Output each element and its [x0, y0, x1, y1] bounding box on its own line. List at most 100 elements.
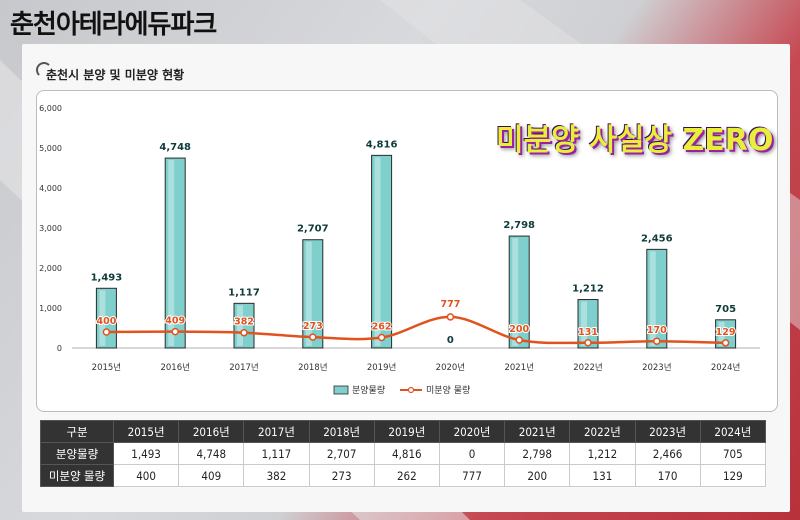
table-year-header: 2022년 — [569, 420, 636, 443]
table-cell: 0 — [438, 442, 506, 465]
page-title: 춘천아테라에듀파크 — [10, 10, 217, 40]
unsold-point — [102, 328, 111, 336]
refresh-icon — [36, 62, 52, 78]
bar-gloss — [305, 241, 312, 346]
x-tick-label: 2015년 — [92, 362, 121, 373]
table-cell: 705 — [699, 442, 767, 465]
bar-gloss — [99, 290, 106, 346]
table-year-header: 2019년 — [373, 420, 440, 443]
table-cell: 273 — [308, 464, 375, 487]
table-year-header: 2018년 — [308, 420, 375, 443]
line-value-label: 777 — [440, 299, 460, 310]
unsold-point — [377, 333, 386, 342]
y-tick-label: 2,000 — [39, 264, 62, 273]
x-tick-label: 2022년 — [573, 362, 602, 373]
table-cell: 4,816 — [373, 442, 440, 465]
table-year-header: 2016년 — [178, 420, 245, 443]
bar-value-label: 0 — [447, 335, 454, 346]
bar — [577, 299, 599, 349]
x-tick-label: 2018년 — [298, 362, 327, 373]
table-cell: 1,117 — [243, 442, 310, 465]
bar-value-label: 4,816 — [366, 139, 398, 150]
x-tick-label: 2024년 — [711, 362, 740, 373]
x-tick-label: 2023년 — [642, 362, 671, 373]
bar — [302, 239, 324, 349]
table-year-header: 2023년 — [634, 420, 701, 443]
bar-value-label: 1,493 — [91, 272, 123, 283]
line-value-label: 131 — [578, 327, 598, 338]
legend-swatch-point — [407, 386, 415, 394]
table-cell: 4,748 — [178, 442, 245, 465]
table-year-header: 2021년 — [504, 420, 571, 443]
line-value-label: 382 — [234, 317, 254, 328]
bar-gloss — [718, 321, 725, 346]
table-cell: 200 — [504, 464, 571, 487]
bar-gloss — [512, 238, 519, 346]
bar-gloss — [237, 305, 243, 346]
bar-gloss — [168, 160, 175, 346]
table-cell: 170 — [634, 464, 701, 487]
table-year-header: 2017년 — [243, 420, 310, 443]
unsold-point — [515, 336, 523, 344]
unsold-point — [171, 327, 179, 336]
bar — [715, 319, 737, 349]
table-cell: 262 — [373, 464, 440, 487]
line-value-label: 200 — [509, 324, 529, 335]
x-tick-label: 2019년 — [367, 362, 396, 373]
x-tick-label: 2017년 — [229, 362, 258, 373]
table-cell: 777 — [438, 464, 506, 487]
line-value-label: 400 — [96, 316, 116, 327]
chart-title: 춘천시 분양 및 미분양 현황 — [46, 68, 185, 82]
x-tick-label: 2020년 — [436, 362, 465, 373]
bar-value-label: 2,707 — [297, 224, 329, 235]
bar — [646, 248, 668, 349]
table-row-label: 미분양 물량 — [40, 464, 114, 487]
x-tick-label: 2021년 — [504, 362, 533, 373]
table-corner-header: 구분 — [40, 420, 114, 443]
bar-gloss — [581, 301, 587, 346]
table-year-header: 2020년 — [438, 420, 506, 443]
bar — [233, 302, 255, 349]
bar-value-label: 2,798 — [503, 220, 535, 231]
table-header-row: 구분 2015년 2016년 2017년 2018년 2019년 2020년 2021년 202… — [40, 420, 767, 443]
legend-label-line: 미분양 물량 — [426, 384, 470, 396]
table-cell: 400 — [112, 464, 180, 487]
table-cell: 2,466 — [634, 442, 701, 465]
bar — [164, 157, 186, 349]
line-value-label: 409 — [165, 316, 185, 327]
table-cell: 382 — [243, 464, 310, 487]
bar-value-label: 4,748 — [159, 142, 191, 153]
table-row: 분양물량 1,493 4,748 1,117 2,707 4,816 0 2,798 1,212… — [40, 442, 767, 465]
x-tick-label: 2016년 — [160, 362, 189, 373]
bar — [371, 154, 393, 349]
bar-value-label: 1,212 — [572, 284, 604, 295]
line-value-label: 170 — [647, 325, 667, 336]
table-year-header: 2024년 — [699, 420, 767, 443]
highlight-banner: 미분양 사실상 ZERO — [496, 123, 774, 158]
table-cell: 409 — [178, 464, 245, 487]
y-tick-label: 0 — [57, 344, 62, 353]
y-tick-label: 5,000 — [39, 144, 62, 153]
y-tick-label: 4,000 — [39, 184, 62, 193]
data-table: 구분 2015년 2016년 2017년 2018년 2019년 2020년 2021년 202… — [40, 420, 767, 487]
bar-value-label: 2,456 — [641, 233, 673, 244]
table-row-label: 분양물량 — [40, 442, 114, 465]
unsold-line — [106, 315, 726, 345]
unsold-point — [240, 328, 248, 337]
legend-swatch-bar — [333, 385, 349, 395]
bar — [508, 235, 530, 349]
table-cell: 1,493 — [112, 442, 180, 465]
y-tick-label: 1,000 — [39, 304, 62, 313]
y-tick-label: 3,000 — [39, 224, 62, 233]
table-cell: 2,798 — [504, 442, 571, 465]
legend-label-bar: 분양물량 — [352, 384, 385, 396]
table-row: 미분양 물량 400 409 382 273 262 777 200 131 170 129 — [40, 464, 767, 487]
bar-value-label: 1,117 — [228, 287, 260, 298]
table-cell: 2,707 — [308, 442, 375, 465]
unsold-point — [653, 337, 661, 345]
table-cell: 129 — [699, 464, 767, 487]
y-tick-label: 6,000 — [39, 104, 62, 113]
unsold-point — [446, 313, 455, 321]
bar-value-label: 705 — [715, 304, 736, 315]
